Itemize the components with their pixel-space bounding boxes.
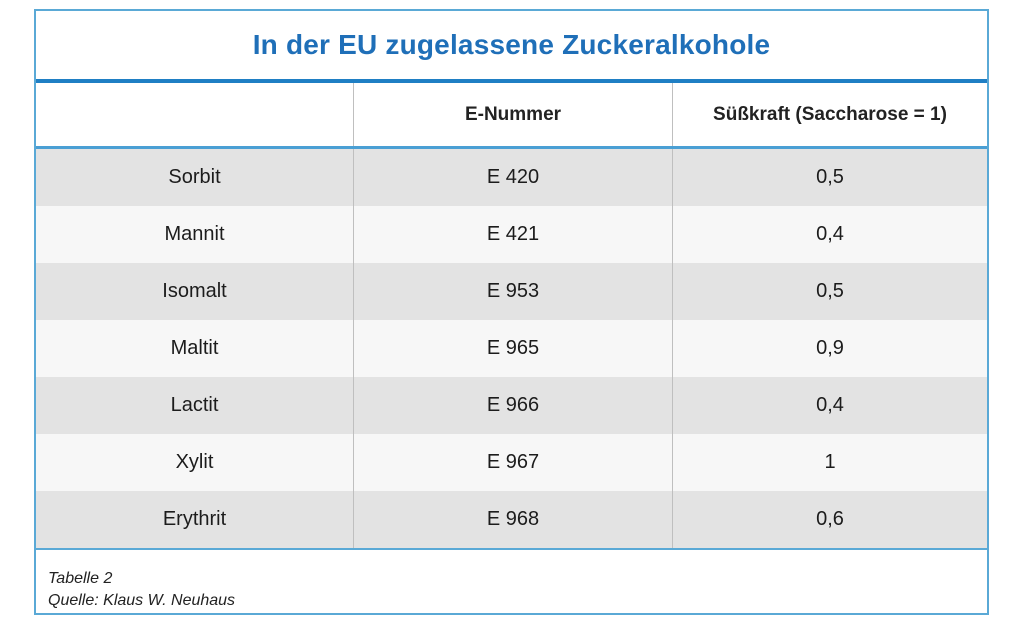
table-header-row: E-Nummer Süßkraft (Saccharose = 1) [36, 83, 987, 149]
table-body: Sorbit E 420 0,5 Mannit E 421 0,4 Isomal… [36, 149, 987, 550]
table-caption: Tabelle 2 [48, 570, 113, 587]
header-cell-name [36, 83, 353, 146]
cell-name: Erythrit [162, 508, 227, 530]
cell-e-number: E 965 [353, 320, 672, 377]
cell-sweetness: 0,6 [672, 491, 987, 548]
header-cell-e-number: E-Nummer [353, 83, 672, 146]
cell-sweetness: 1 [672, 434, 987, 491]
table-row: Sorbit E 420 0,5 [36, 149, 987, 206]
table-row: Maltit E 965 0,9 [36, 320, 987, 377]
table-source: Quelle: Klaus W. Neuhaus [48, 592, 236, 609]
cell-sweetness: 0,4 [672, 206, 987, 263]
table-row: Mannit E 421 0,4 [36, 206, 987, 263]
cell-e-number: E 953 [353, 263, 672, 320]
cell-e-number: E 967 [353, 434, 672, 491]
cell-e-number: E 421 [353, 206, 672, 263]
title-bar: In der EU zugelassene Zuckeralkohole [36, 11, 987, 83]
table-row: Isomalt E 953 0,5 [36, 263, 987, 320]
table-title: In der EU zugelassene Zuckeralkohole [252, 29, 771, 60]
table-frame: In der EU zugelassene Zuckeralkohole E-N… [34, 9, 989, 615]
cell-e-number: E 968 [353, 491, 672, 548]
cell-name: Sorbit [168, 166, 221, 188]
cell-name: Maltit [170, 337, 219, 359]
cell-sweetness: 0,5 [672, 149, 987, 206]
table-row: Lactit E 966 0,4 [36, 377, 987, 434]
cell-name: Xylit [175, 451, 214, 473]
header-cell-sweetness: Süßkraft (Saccharose = 1) [672, 83, 987, 146]
cell-e-number: E 420 [353, 149, 672, 206]
cell-name: Mannit [164, 223, 225, 245]
table-footer: Tabelle 2 Quelle: Klaus W. Neuhaus [36, 550, 987, 612]
cell-name: Isomalt [162, 280, 227, 302]
cell-sweetness: 0,5 [672, 263, 987, 320]
cell-name: Lactit [170, 394, 219, 416]
cell-e-number: E 966 [353, 377, 672, 434]
cell-sweetness: 0,4 [672, 377, 987, 434]
table-row: Xylit E 967 1 [36, 434, 987, 491]
table-row: Erythrit E 968 0,6 [36, 491, 987, 550]
cell-sweetness: 0,9 [672, 320, 987, 377]
